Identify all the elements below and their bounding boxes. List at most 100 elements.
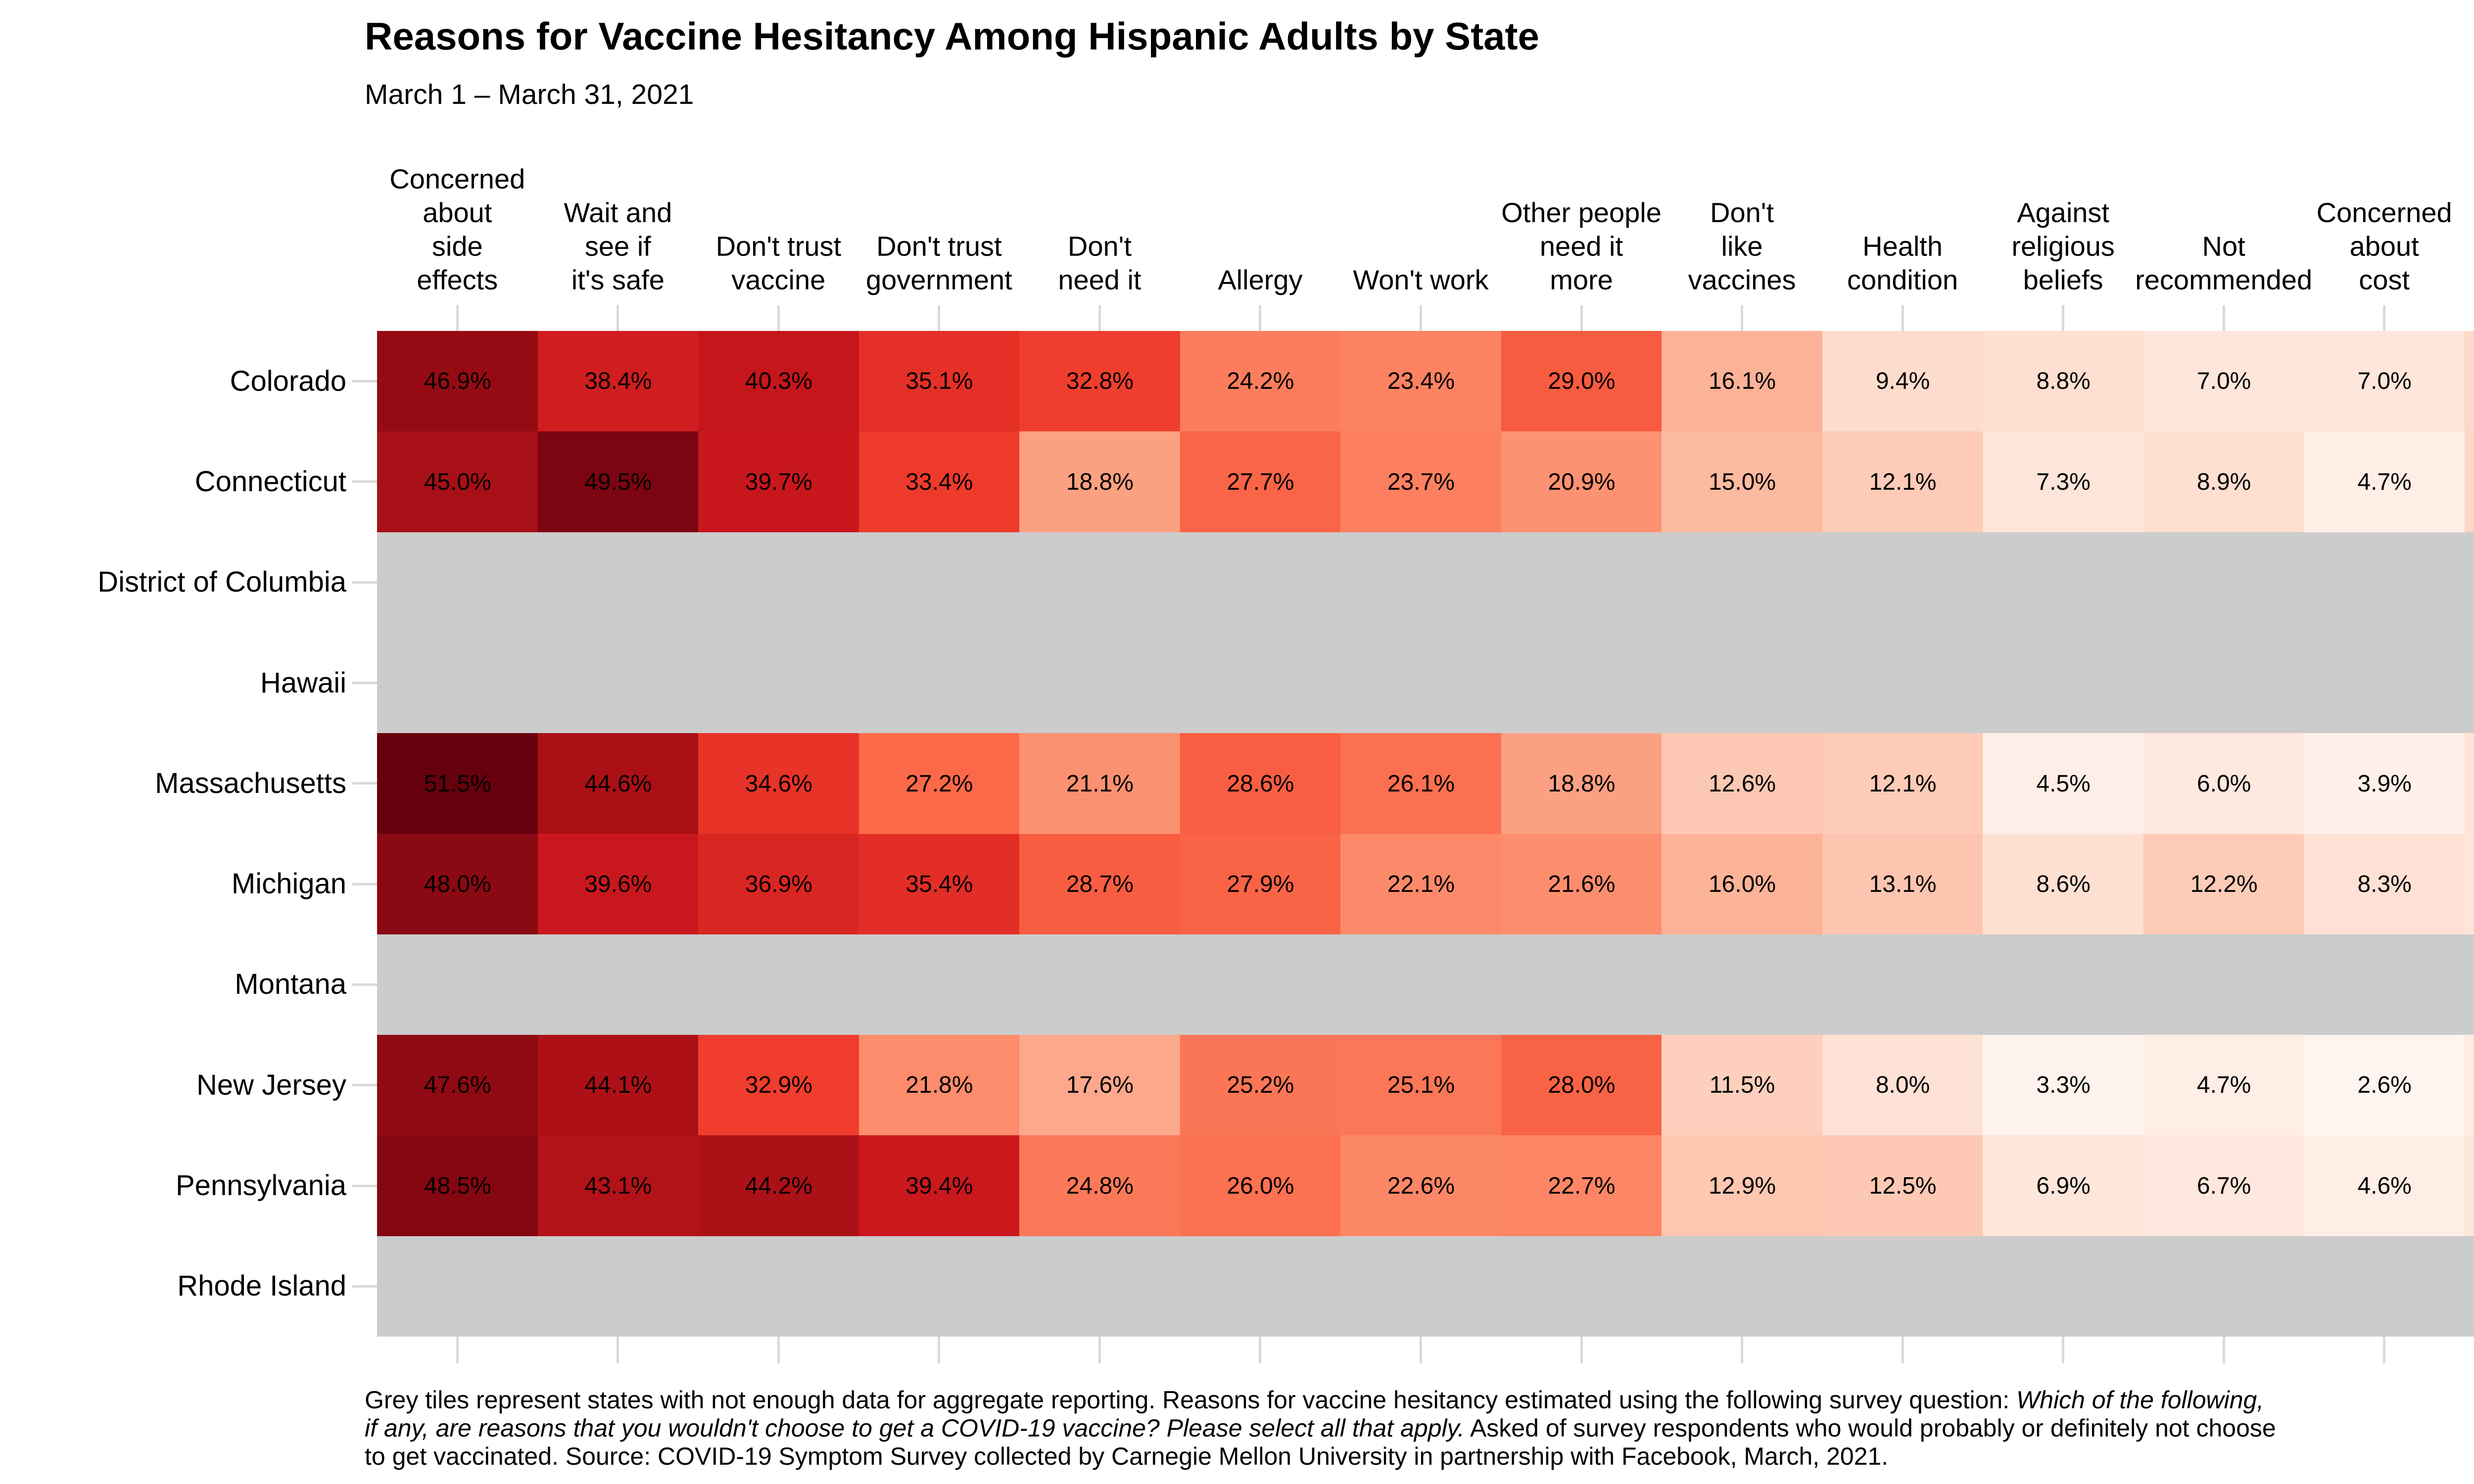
cell-value: 9.4% <box>1875 368 1930 395</box>
heatmap-cell: 21.1% <box>1019 733 1181 834</box>
cell-value: 4.7% <box>2357 468 2412 495</box>
cell-value: 8.8% <box>2036 368 2091 395</box>
heatmap-cell: 17.6% <box>1019 1035 1181 1136</box>
heatmap-cell: 7.2% <box>2464 834 2474 935</box>
heatmap-cell: 35.4% <box>858 834 1020 935</box>
cell-value: 27.2% <box>905 770 973 797</box>
axis-tick-bottom <box>456 1337 459 1363</box>
cell-value: 22.1% <box>1387 871 1455 897</box>
cell-value: 47.6% <box>424 1072 491 1099</box>
cell-value: 12.2% <box>2190 871 2258 897</box>
heatmap-cell: 33.4% <box>858 431 1020 533</box>
row-label-hawaii: Hawaii <box>260 666 346 699</box>
heatmap-cell: 12.6% <box>1662 733 1823 834</box>
axis-tick-bottom <box>2383 1337 2386 1363</box>
cell-value: 43.1% <box>584 1172 652 1199</box>
heatmap-cell: 6.0% <box>2143 733 2305 834</box>
row-label-connecticut: Connecticut <box>194 465 346 498</box>
cell-value: 26.0% <box>1227 1172 1294 1199</box>
heatmap-cell: 8.8% <box>1983 331 2144 432</box>
axis-tick-bottom <box>1901 1337 1904 1363</box>
cell-value: 12.6% <box>1708 770 1776 797</box>
heatmap-cell: 6.9% <box>1983 1135 2144 1237</box>
heatmap-cell: 26.1% <box>1340 733 1502 834</box>
cell-value: 3.3% <box>2036 1072 2091 1099</box>
cell-value: 13.1% <box>1869 871 1937 897</box>
axis-tick-left <box>352 1084 377 1087</box>
cell-value: 24.8% <box>1066 1172 1134 1199</box>
cell-value: 12.9% <box>1708 1172 1776 1199</box>
heatmap-cell: 39.4% <box>858 1135 1020 1237</box>
heatmap-row: 51.5% 44.6% 34.6% 27.2% 21.1% 28.6% 26.1% 18.8%… <box>377 733 2474 834</box>
axis-tick-left <box>352 380 377 383</box>
cell-value: 33.4% <box>905 468 973 495</box>
cell-value: 35.4% <box>905 871 973 897</box>
heatmap-cell: 16.0% <box>1662 834 1823 935</box>
heatmap-cell: 43.1% <box>537 1135 699 1237</box>
chart-title: Reasons for Vaccine Hesitancy Among Hisp… <box>365 14 1539 58</box>
heatmap-cell: 47.6% <box>377 1035 538 1136</box>
footnote-line: to get vaccinated. Source: COVID-19 Symp… <box>365 1442 1889 1470</box>
cell-value: 34.6% <box>745 770 812 797</box>
cell-value: 21.6% <box>1548 871 1616 897</box>
row-label-district-of-columbia: District of Columbia <box>97 566 346 599</box>
heatmap-cell: 45.0% <box>377 431 538 533</box>
heatmap-cell: 10.0% <box>2464 331 2474 432</box>
heatmap-cell: 18.8% <box>1501 733 1663 834</box>
heatmap-cell: 38.4% <box>537 331 699 432</box>
heatmap-cell: 12.5% <box>1822 1135 1984 1237</box>
heatmap-cell: 7.0% <box>2304 331 2465 432</box>
cell-value: 45.0% <box>424 468 491 495</box>
heatmap-cell: 8.9% <box>2143 431 2305 533</box>
cell-value: 16.0% <box>1708 871 1776 897</box>
cell-value: 8.6% <box>2036 871 2091 897</box>
axis-tick-bottom <box>1259 1337 1262 1363</box>
axis-tick-top <box>777 305 780 331</box>
heatmap-cell: 10.5% <box>2464 431 2474 533</box>
heatmap-row-no-data <box>377 632 2474 734</box>
heatmap-cell: 24.8% <box>1019 1135 1181 1237</box>
cell-value: 18.8% <box>1066 468 1134 495</box>
cell-value: 40.3% <box>745 368 812 395</box>
row-label-new-jersey: New Jersey <box>196 1068 346 1101</box>
heatmap-cell: 22.7% <box>1501 1135 1663 1237</box>
cell-value: 25.1% <box>1387 1072 1455 1099</box>
row-label-montana: Montana <box>235 968 346 1001</box>
cell-value: 2.6% <box>2357 1072 2412 1099</box>
heatmap-cell: 22.6% <box>1340 1135 1502 1237</box>
axis-tick-left <box>352 882 377 885</box>
axis-tick-top <box>1419 305 1422 331</box>
heatmap-cell: 4.6% <box>2304 1135 2465 1237</box>
heatmap-cell: 27.2% <box>858 733 1020 834</box>
cell-value: 7.0% <box>2196 368 2251 395</box>
cell-value: 8.9% <box>2196 468 2251 495</box>
cell-value: 12.5% <box>1869 1172 1937 1199</box>
axis-tick-top <box>2062 305 2065 331</box>
heatmap-cell: 27.9% <box>1180 834 1341 935</box>
heatmap-cell: 44.1% <box>537 1035 699 1136</box>
heatmap-cell: 49.5% <box>537 431 699 533</box>
cell-value: 51.5% <box>424 770 491 797</box>
axis-tick-left <box>352 682 377 685</box>
heatmap-cell: 27.7% <box>1180 431 1341 533</box>
heatmap-cell: 7.0% <box>2143 331 2305 432</box>
column-header-6: Allergy <box>1218 264 1303 295</box>
heatmap-cell: 4.7% <box>2304 431 2465 533</box>
column-header-8: Other people need it more <box>1501 197 1662 295</box>
heatmap-cell: 39.6% <box>537 834 699 935</box>
footnote-line: if any, are reasons that you wouldn't ch… <box>365 1414 2276 1442</box>
column-header-4: Don't trust government <box>865 231 1012 295</box>
cell-value: 23.4% <box>1387 368 1455 395</box>
footnote-line: Grey tiles represent states with not eno… <box>365 1386 2264 1414</box>
heatmap-row-no-data <box>377 1236 2474 1337</box>
axis-tick-top <box>1098 305 1101 331</box>
heatmap-cell: 3.9% <box>2304 733 2465 834</box>
heatmap-cell: 12.1% <box>1822 733 1984 834</box>
heatmap-cell: 3.3% <box>1983 1035 2144 1136</box>
cell-value: 36.9% <box>745 871 812 897</box>
row-label-rhode-island: Rhode Island <box>177 1270 346 1302</box>
heatmap-row: 46.9% 38.4% 40.3% 35.1% 32.8% 24.2% 23.4% 29.0%… <box>377 331 2474 432</box>
heatmap-cell: 48.5% <box>377 1135 538 1237</box>
cell-value: 4.7% <box>2196 1072 2251 1099</box>
